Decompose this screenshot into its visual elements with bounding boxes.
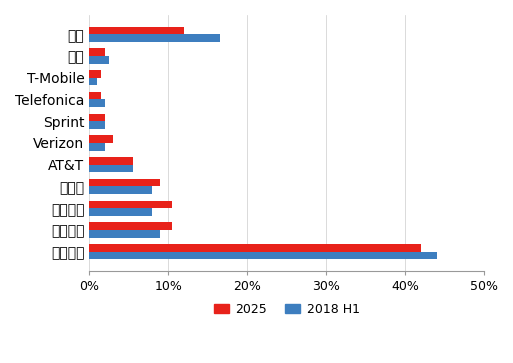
Bar	[89, 230, 160, 238]
Bar	[89, 135, 113, 143]
Bar	[89, 244, 421, 252]
Bar	[89, 99, 105, 107]
Bar	[89, 92, 101, 99]
Bar	[89, 223, 172, 230]
Bar	[89, 70, 101, 78]
Bar	[89, 201, 172, 208]
Bar	[89, 78, 97, 85]
Bar	[89, 165, 133, 172]
Bar	[89, 143, 105, 151]
Bar	[89, 56, 109, 64]
Bar	[89, 114, 105, 121]
Bar	[89, 121, 105, 129]
Bar	[89, 187, 152, 194]
Bar	[89, 208, 152, 216]
Bar	[89, 157, 133, 165]
Bar	[89, 179, 160, 187]
Legend: 2025, 2018 H1: 2025, 2018 H1	[209, 298, 365, 321]
Bar	[89, 34, 220, 42]
Bar	[89, 252, 437, 259]
Bar	[89, 48, 105, 56]
Bar	[89, 26, 184, 34]
